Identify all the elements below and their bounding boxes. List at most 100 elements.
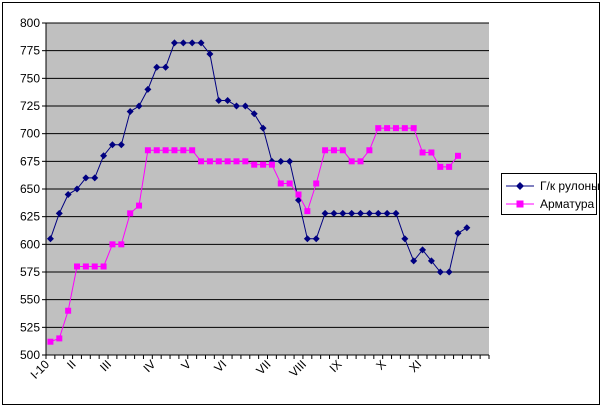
data-point-square (180, 147, 187, 154)
data-point-square (454, 152, 461, 159)
data-point-diamond (286, 157, 294, 165)
data-point-diamond (73, 185, 81, 193)
data-point-diamond (117, 141, 125, 149)
y-tick-label: 550 (20, 293, 40, 307)
data-point-diamond (303, 235, 311, 243)
data-point-diamond (108, 141, 116, 149)
data-point-diamond (357, 209, 365, 217)
data-point-diamond (188, 39, 196, 47)
data-point-square (419, 149, 426, 156)
data-point-diamond (454, 229, 462, 237)
data-point-square (322, 147, 329, 154)
data-point-diamond (224, 96, 232, 104)
data-point-square (144, 147, 151, 154)
data-point-square (437, 163, 444, 170)
y-tick-label: 725 (20, 99, 40, 113)
y-tick-label: 600 (20, 237, 40, 251)
data-point-diamond (250, 110, 258, 118)
data-point-square (91, 263, 98, 270)
data-point-diamond (339, 209, 347, 217)
data-point-diamond (312, 235, 320, 243)
data-point-diamond (135, 102, 143, 110)
y-tick-label: 800 (20, 16, 40, 30)
data-point-diamond (392, 209, 400, 217)
data-point-diamond (82, 174, 90, 182)
data-point-square (100, 263, 107, 270)
x-tick-label: XI (406, 357, 424, 375)
data-point-square (153, 147, 160, 154)
data-point-diamond (144, 85, 152, 93)
x-tick-label: VI (211, 357, 229, 375)
data-point-square (446, 163, 453, 170)
data-point-diamond (170, 39, 178, 47)
data-point-square (428, 149, 435, 156)
legend-entry-series-0: Г/к рулоны (506, 178, 600, 194)
x-tick-label: II (64, 357, 79, 372)
data-point-diamond (374, 209, 382, 217)
data-point-diamond (259, 124, 267, 132)
data-point-square (357, 158, 364, 165)
data-point-diamond (330, 209, 338, 217)
y-tick-label: 575 (20, 265, 40, 279)
data-point-square (127, 210, 134, 217)
data-point-square (348, 158, 355, 165)
data-point-diamond (206, 50, 214, 58)
data-point-square (286, 180, 293, 187)
y-tick-label: 500 (20, 348, 40, 362)
y-tick-label: 750 (20, 71, 40, 85)
x-tick-label: III (97, 357, 114, 374)
data-point-square (233, 158, 240, 165)
data-point-square (162, 147, 169, 154)
x-tick-label: IV (141, 357, 159, 375)
x-tick-label: V (178, 357, 194, 373)
data-point-square (295, 191, 302, 198)
data-point-square (47, 338, 54, 345)
data-point-diamond (91, 174, 99, 182)
data-point-square (242, 158, 249, 165)
y-tick-label: 675 (20, 154, 40, 168)
data-point-diamond (365, 209, 373, 217)
data-point-diamond (215, 96, 223, 104)
data-point-square (136, 202, 143, 209)
data-point-diamond (126, 108, 134, 116)
data-point-square (215, 158, 222, 165)
data-point-diamond (179, 39, 187, 47)
legend-swatch-diamond (506, 182, 534, 190)
data-point-diamond (277, 157, 285, 165)
data-point-square (339, 147, 346, 154)
data-point-diamond (64, 191, 72, 199)
data-point-diamond (401, 235, 409, 243)
y-tick-label: 775 (20, 44, 40, 58)
data-point-diamond (383, 209, 391, 217)
y-tick-label: 525 (20, 320, 40, 334)
y-tick-label: 625 (20, 210, 40, 224)
data-point-square (224, 158, 231, 165)
data-point-square (251, 161, 258, 168)
data-point-square (198, 158, 205, 165)
x-tick-label: X (373, 357, 389, 373)
data-point-square (171, 147, 178, 154)
data-point-square (401, 125, 408, 132)
data-point-square (384, 125, 391, 132)
data-point-square (56, 335, 63, 342)
data-point-square (268, 161, 275, 168)
legend-label: Арматура (540, 197, 595, 211)
data-point-square (375, 125, 382, 132)
data-point-diamond (419, 246, 427, 254)
data-point-square (206, 158, 213, 165)
legend-swatch-square (506, 200, 534, 208)
data-point-diamond (445, 268, 453, 276)
data-point-diamond (463, 224, 471, 232)
data-point-square (260, 161, 267, 168)
data-point-diamond (348, 209, 356, 217)
data-point-square (277, 180, 284, 187)
data-point-diamond (153, 63, 161, 71)
data-point-diamond (241, 102, 249, 110)
data-point-diamond (410, 257, 418, 265)
x-tick-label: IX (327, 357, 345, 375)
data-point-square (82, 263, 89, 270)
y-tick-label: 700 (20, 127, 40, 141)
data-point-square (189, 147, 196, 154)
y-tick-label: 650 (20, 182, 40, 196)
data-point-diamond (197, 39, 205, 47)
